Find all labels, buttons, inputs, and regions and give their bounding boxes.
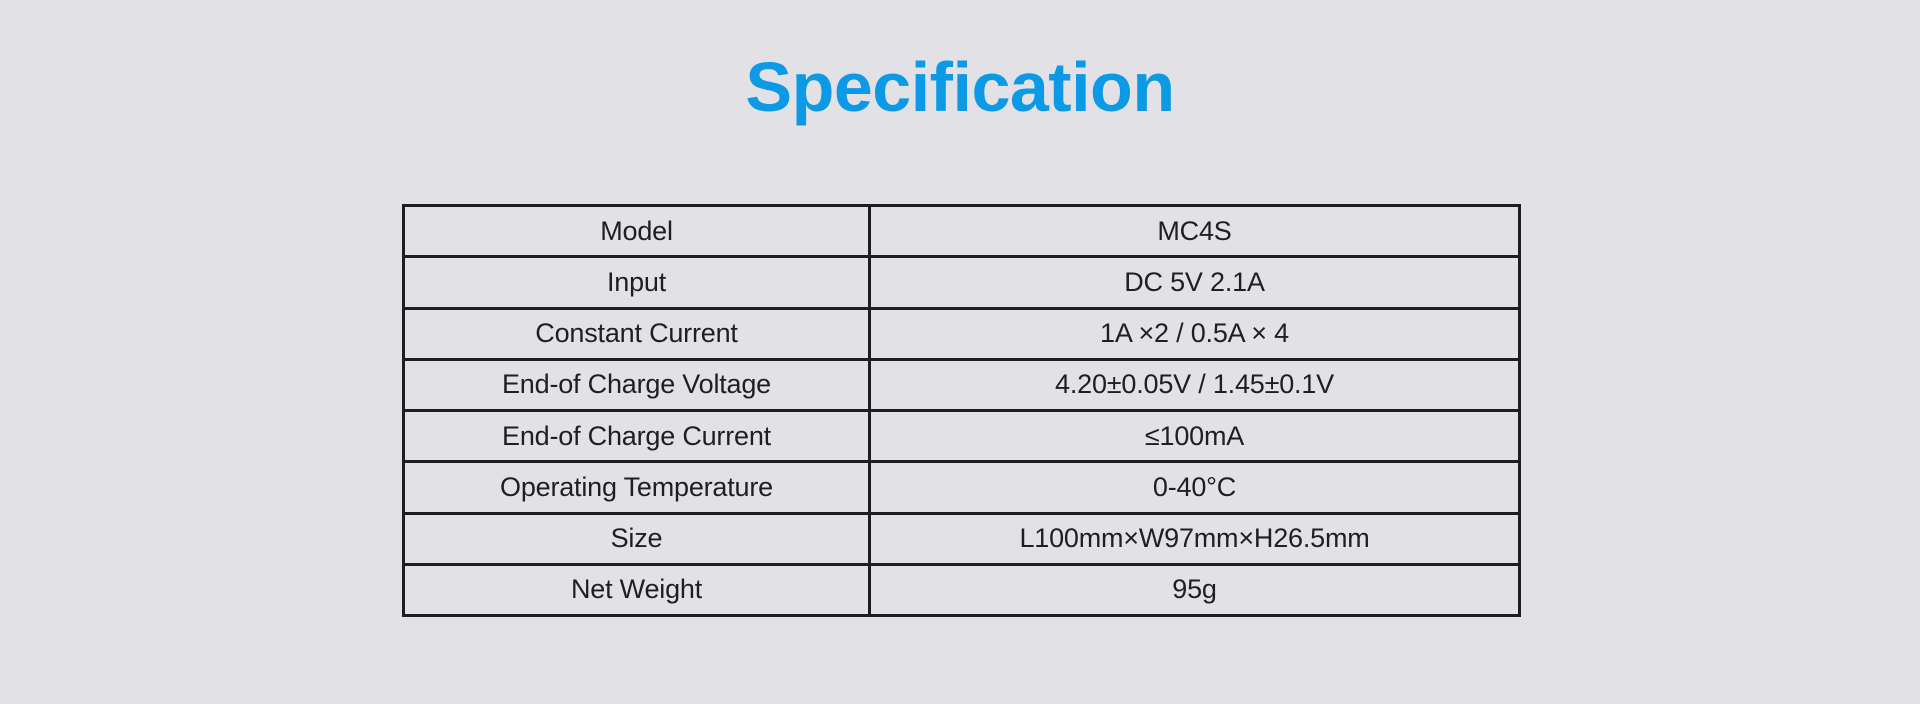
table-row: Size L100mm×W97mm×H26.5mm	[402, 511, 1521, 566]
specification-table-container: Model MC4S Input DC 5V 2.1A Constant Cur…	[402, 203, 1521, 618]
table-row: End-of Charge Voltage 4.20±0.05V / 1.45±…	[402, 357, 1521, 413]
specification-table: Model MC4S Input DC 5V 2.1A Constant Cur…	[402, 203, 1521, 618]
spec-value-constant-current: 1A ×2 / 0.5A × 4	[868, 306, 1521, 361]
table-row: Net Weight 95g	[402, 562, 1521, 618]
table-row: End-of Charge Current ≤100mA	[402, 408, 1521, 464]
spec-value-net-weight: 95g	[868, 562, 1521, 618]
spec-label-net-weight: Net Weight	[402, 562, 871, 618]
table-row: Input DC 5V 2.1A	[402, 255, 1521, 310]
table-row: Constant Current 1A ×2 / 0.5A × 4	[402, 306, 1521, 361]
spec-label-constant-current: Constant Current	[402, 306, 871, 361]
spec-value-size: L100mm×W97mm×H26.5mm	[868, 511, 1521, 566]
specification-table-body: Model MC4S Input DC 5V 2.1A Constant Cur…	[402, 203, 1521, 618]
spec-label-end-of-charge-current: End-of Charge Current	[402, 408, 871, 464]
spec-label-end-of-charge-voltage: End-of Charge Voltage	[402, 357, 871, 413]
spec-value-input: DC 5V 2.1A	[868, 255, 1521, 310]
spec-value-model: MC4S	[868, 203, 1521, 259]
spec-value-end-of-charge-current: ≤100mA	[868, 408, 1521, 464]
spec-label-model: Model	[402, 203, 871, 259]
table-row: Operating Temperature 0-40°C	[402, 460, 1521, 515]
spec-label-size: Size	[402, 511, 871, 566]
spec-label-operating-temperature: Operating Temperature	[402, 460, 871, 515]
table-row: Model MC4S	[402, 203, 1521, 259]
spec-label-input: Input	[402, 255, 871, 310]
page-title: Specification	[745, 48, 1175, 126]
spec-value-end-of-charge-voltage: 4.20±0.05V / 1.45±0.1V	[868, 357, 1521, 413]
spec-value-operating-temperature: 0-40°C	[868, 460, 1521, 515]
